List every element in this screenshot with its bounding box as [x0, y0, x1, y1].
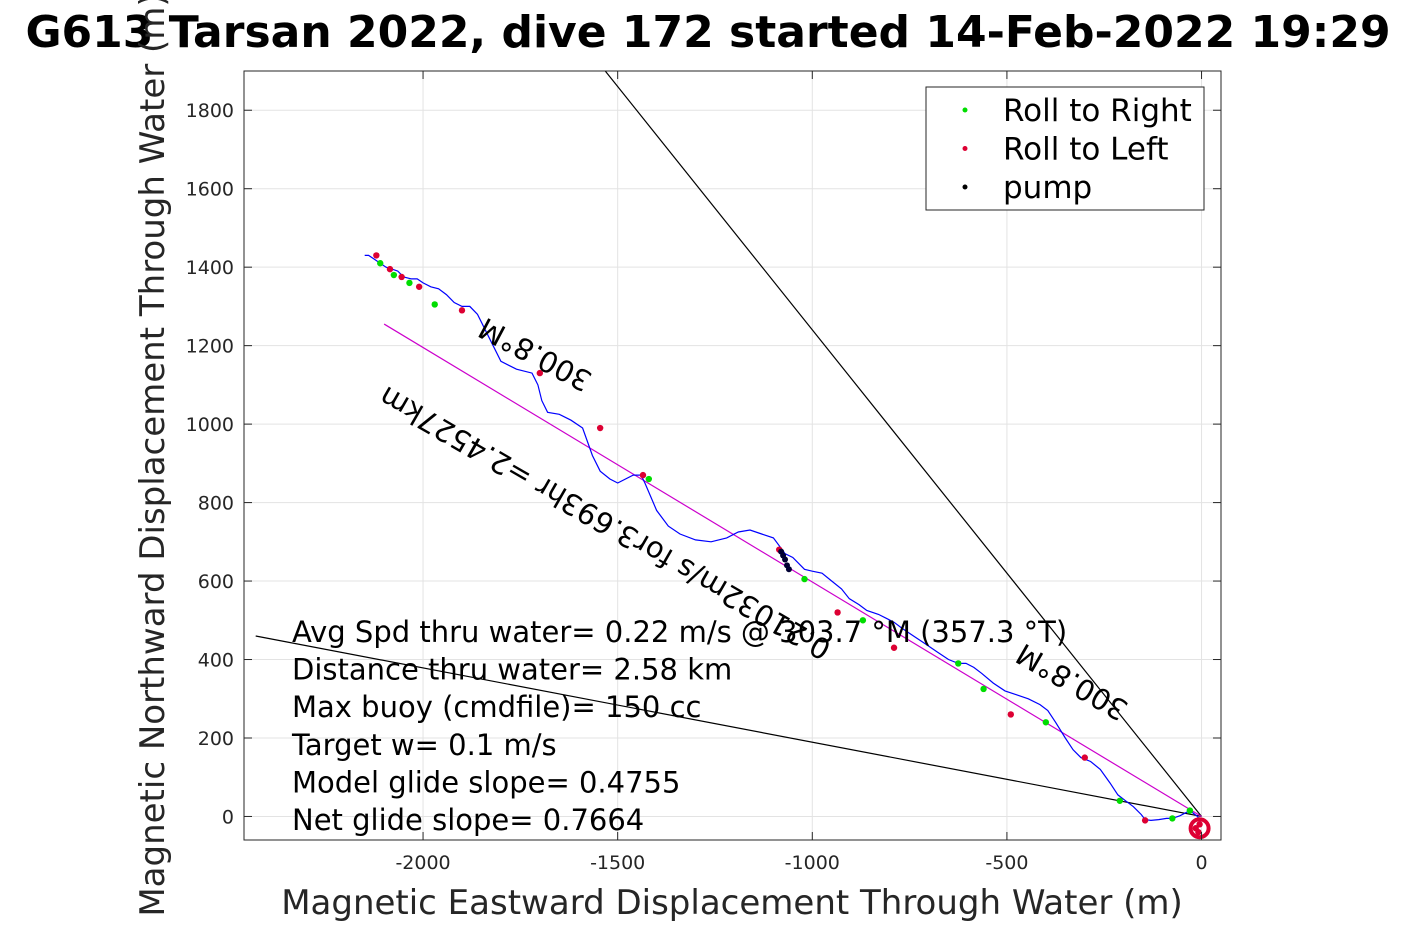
x-tick-label: -500 [985, 852, 1028, 874]
y-tick-label: 400 [198, 650, 234, 672]
roll-left-marker [834, 609, 841, 616]
y-tick-label: 200 [198, 728, 234, 750]
pump-marker [778, 548, 785, 555]
roll-left-marker [398, 273, 405, 281]
roll-left-marker [415, 283, 423, 290]
roll-right-marker [1169, 815, 1176, 822]
roll-right-marker [859, 617, 867, 624]
roll-left-marker [596, 424, 604, 432]
roll-right-marker [1116, 797, 1123, 804]
x-tick-label: -2000 [395, 852, 450, 874]
roll-right-marker [1186, 807, 1194, 814]
roll-right-marker [406, 279, 413, 287]
roll-right-marker [645, 475, 653, 483]
roll-left-marker [458, 307, 466, 314]
legend-swatch [962, 184, 968, 190]
y-tick-label: 1800 [186, 100, 234, 122]
y-tick-label: 0 [222, 806, 234, 828]
roll-right-marker [801, 575, 808, 583]
roll-left-marker [1007, 711, 1015, 718]
roll-right-marker [1042, 719, 1050, 726]
y-tick-label: 600 [198, 571, 234, 593]
roll-left-marker [890, 644, 898, 651]
pump-marker [785, 566, 792, 573]
y-tick-label: 800 [198, 493, 234, 515]
stat-line-5: Net glide slope= 0.7664 [292, 803, 644, 837]
reference-lines [255, 71, 1203, 818]
stat-line-0: Avg Spd thru water= 0.22 m/s @ 303.7 °M … [292, 615, 1067, 649]
legend-swatch [962, 146, 968, 151]
roll-left-marker [373, 252, 380, 259]
x-tick-label: -1000 [785, 852, 840, 874]
y-tick-label: 1400 [186, 257, 234, 279]
legend-label: pump [1003, 170, 1092, 206]
legend-label: Roll to Right [1003, 93, 1192, 129]
roll-right-marker [377, 260, 384, 267]
y-tick-label: 1200 [186, 336, 234, 358]
x-axis-label: Magnetic Eastward Displacement Through W… [281, 883, 1183, 923]
roll-left-marker [386, 265, 394, 273]
y-tick-label: 1600 [186, 179, 234, 201]
roll-right-marker [955, 660, 962, 667]
roll-left-marker [536, 369, 544, 377]
roll-left-marker [1141, 817, 1149, 824]
stats-block: Avg Spd thru water= 0.22 m/s @ 303.7 °M … [291, 615, 1067, 837]
legend-swatch [962, 107, 968, 113]
roll-left-marker [639, 471, 647, 479]
roll-left-marker [1081, 754, 1088, 761]
legend-label: Roll to Left [1003, 132, 1169, 168]
x-tick-label: -1500 [590, 852, 645, 874]
reference-line-0 [604, 71, 1203, 817]
roll-right-marker [431, 301, 438, 308]
ticks: -2000 -1500 -1000 -500 0 0 200 400 600 800 1000 120… [186, 71, 1221, 874]
legend-box [925, 86, 1205, 211]
stat-line-2: Max buoy (cmdfile)= 150 cc [292, 690, 701, 724]
roll-right-marker [390, 271, 398, 279]
roll-left-marker [1196, 821, 1203, 828]
start-loop [1188, 817, 1211, 840]
chart-title: G613 Tarsan 2022, dive 172 started 14-Fe… [25, 7, 1390, 58]
markers [373, 252, 1203, 836]
stat-line-1: Distance thru water= 2.58 km [292, 653, 732, 687]
y-axis-label: Magnetic Northward Displacement Through … [133, 0, 173, 917]
roll-right-marker [980, 685, 987, 693]
x-tick-label: 0 [1195, 852, 1207, 874]
reference-line-1 [255, 635, 1202, 818]
y-tick-label: 1000 [186, 414, 234, 436]
stat-line-4: Model glide slope= 0.4755 [292, 765, 680, 799]
plot-frame [243, 70, 1222, 841]
reference-line-2 [383, 323, 1202, 817]
roll-left-marker [1192, 825, 1199, 832]
stat-line-3: Target w= 0.1 m/s [291, 728, 557, 762]
